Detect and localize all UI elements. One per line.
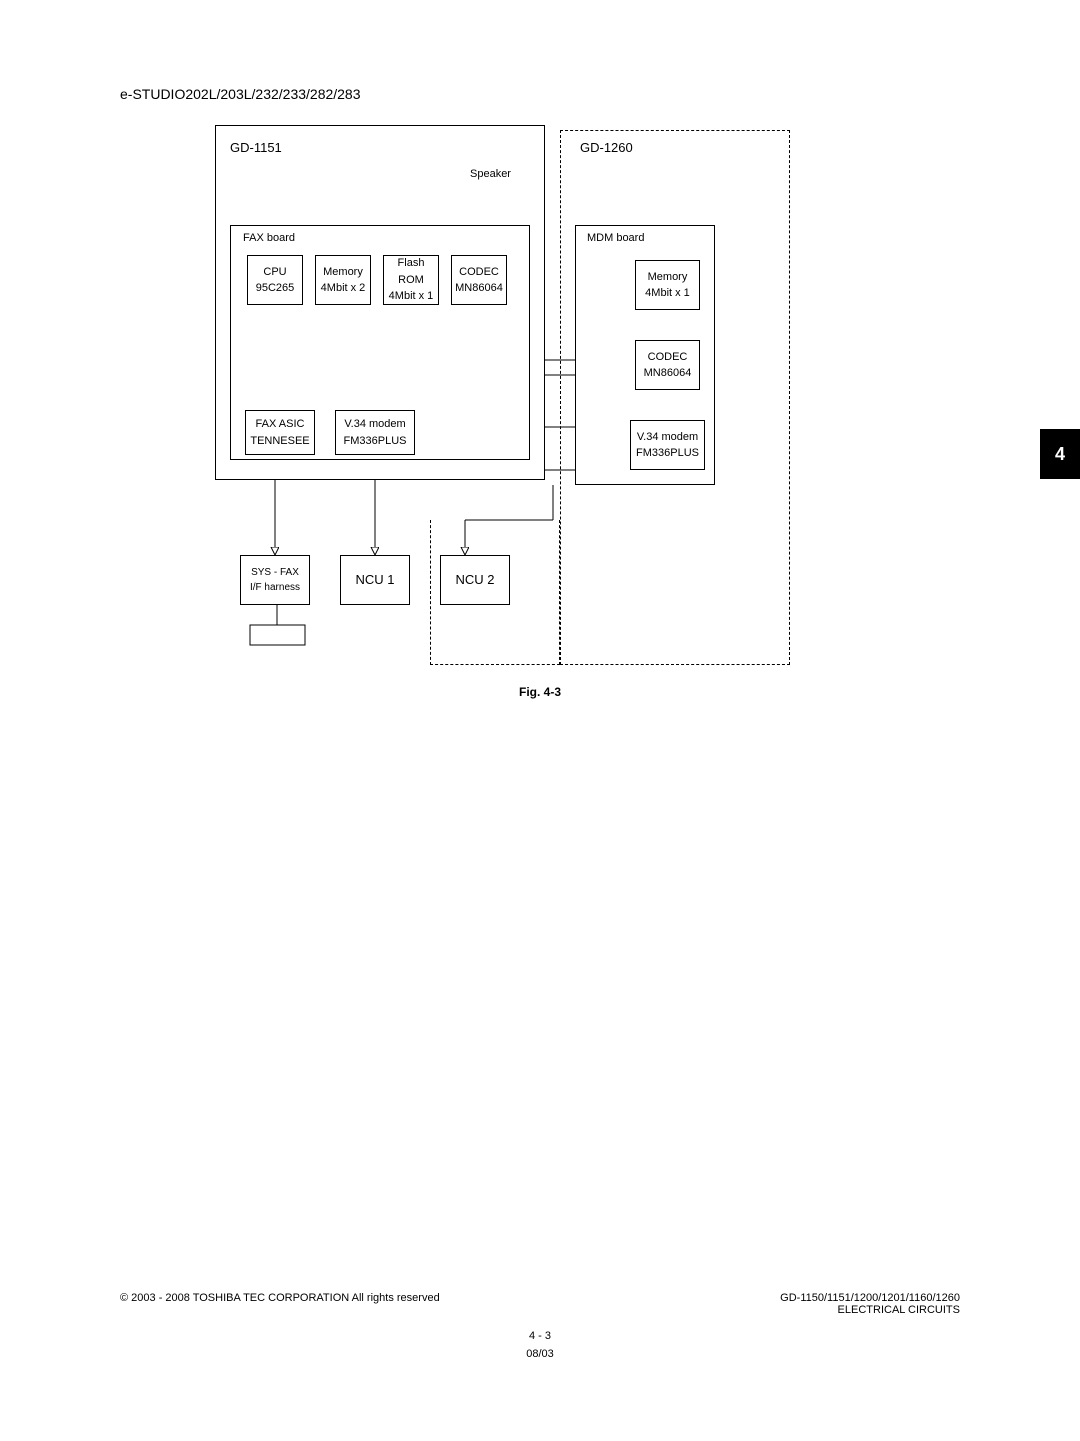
- v34-right-box: V.34 modem FM336PLUS: [630, 420, 705, 470]
- codr-l2: MN86064: [644, 365, 692, 382]
- gd1151-title: GD-1151: [230, 140, 282, 155]
- ncu1-box: NCU 1: [340, 555, 410, 605]
- ncu2-label: NCU 2: [455, 570, 494, 590]
- cpu-box: CPU 95C265: [247, 255, 303, 305]
- from-l1: Flash ROM: [384, 255, 438, 288]
- v34-left-box: V.34 modem FM336PLUS: [335, 410, 415, 455]
- asic-l1: FAX ASIC: [256, 416, 305, 433]
- cpu-l1: CPU: [263, 264, 286, 281]
- asic-l2: TENNESEE: [250, 433, 309, 450]
- ncu2-box: NCU 2: [440, 555, 510, 605]
- footer-page: 4 - 3: [0, 1330, 1080, 1342]
- gd1260-title: GD-1260: [580, 140, 633, 155]
- cpu-l2: 95C265: [256, 280, 295, 297]
- codec-box: CODEC MN86064: [451, 255, 507, 305]
- memr-l2: 4Mbit x 1: [645, 285, 690, 302]
- footer-date: 08/03: [0, 1348, 1080, 1360]
- v34l-l2: FM336PLUS: [344, 433, 407, 450]
- page-header: e-STUDIO202L/203L/232/233/282/283: [120, 86, 361, 102]
- footer-section: ELECTRICAL CIRCUITS: [780, 1304, 960, 1316]
- flashrom-box: Flash ROM 4Mbit x 1: [383, 255, 439, 305]
- sysfax-l2: I/F harness: [250, 580, 300, 595]
- footer-part-no: GD-1150/1151/1200/1201/1160/1260: [780, 1292, 960, 1304]
- codr-l1: CODEC: [648, 349, 688, 366]
- memory-box: Memory 4Mbit x 2: [315, 255, 371, 305]
- mem-l2: 4Mbit x 2: [321, 280, 366, 297]
- chapter-tab: 4: [1040, 429, 1080, 479]
- footer-copyright: © 2003 - 2008 TOSHIBA TEC CORPORATION Al…: [120, 1292, 440, 1304]
- fax-asic-box: FAX ASIC TENNESEE: [245, 410, 315, 455]
- v34l-l1: V.34 modem: [344, 416, 405, 433]
- figure-caption: Fig. 4-3: [0, 685, 1080, 699]
- mdm-board-title: MDM board: [587, 232, 644, 244]
- fax-board-title: FAX board: [243, 232, 295, 244]
- codec-l2: MN86064: [455, 280, 503, 297]
- block-diagram: GD-1151 Speaker FAX board CPU 95C265 Mem…: [215, 125, 790, 670]
- codec-l1: CODEC: [459, 264, 499, 281]
- mem-l1: Memory: [323, 264, 363, 281]
- sysfax-l1: SYS - FAX: [251, 565, 299, 580]
- v34r-l2: FM336PLUS: [636, 445, 699, 462]
- speaker-label: Speaker: [470, 168, 511, 180]
- codec-right-box: CODEC MN86064: [635, 340, 700, 390]
- memory-right-box: Memory 4Mbit x 1: [635, 260, 700, 310]
- from-l2: 4Mbit x 1: [389, 288, 434, 305]
- sys-fax-box: SYS - FAX I/F harness: [240, 555, 310, 605]
- memr-l1: Memory: [648, 269, 688, 286]
- ncu1-label: NCU 1: [355, 570, 394, 590]
- v34r-l1: V.34 modem: [637, 429, 698, 446]
